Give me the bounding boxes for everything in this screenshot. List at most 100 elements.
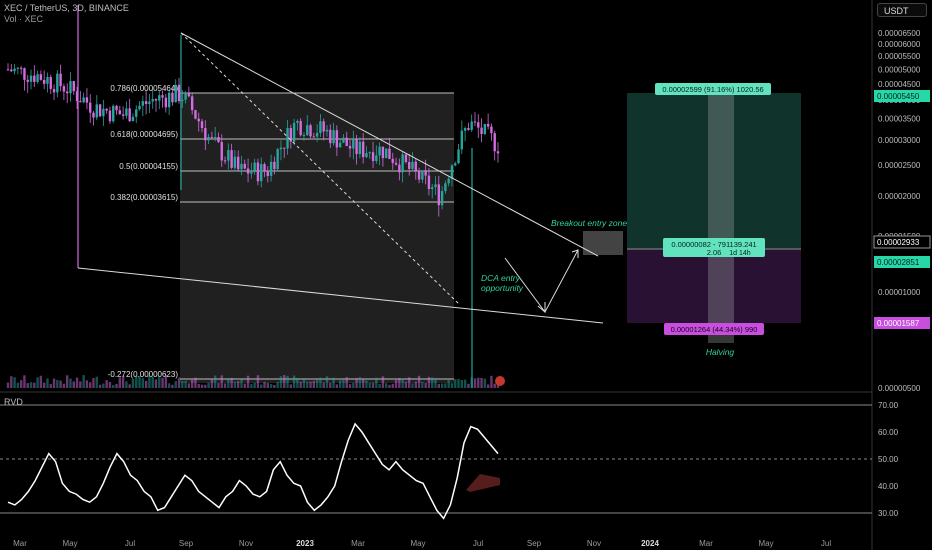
volume-bar [39, 375, 43, 388]
middle-sub: 2.06 [707, 248, 722, 257]
rvd-pane [0, 404, 872, 520]
volume-bar [250, 384, 253, 388]
candle-body [408, 162, 411, 169]
volume-bar [306, 381, 309, 388]
target-tag [655, 83, 771, 95]
volume-bar [292, 375, 296, 388]
candle-body [128, 108, 131, 122]
volume-bar [263, 381, 266, 388]
candle-body [230, 150, 233, 168]
currency-button[interactable]: USDT [877, 3, 927, 17]
volume-bar [200, 384, 204, 388]
candle-body [477, 122, 480, 128]
volume-bar [135, 375, 138, 388]
volume-bar [92, 378, 95, 388]
candle-body [190, 96, 194, 111]
candle-body [276, 149, 279, 170]
candle-body [227, 150, 230, 161]
candle-body [16, 67, 20, 69]
volume-bar [95, 376, 98, 388]
wedge-lower-line [77, 267, 604, 324]
volume-bar [398, 378, 401, 388]
volume-bar [177, 377, 181, 388]
volume-bar [79, 381, 82, 388]
candle-body [115, 105, 118, 111]
arrow-head [571, 249, 579, 258]
volume-bar [338, 380, 342, 388]
volume-bar [434, 379, 437, 388]
candle-body [13, 68, 16, 72]
volume-bar [371, 382, 375, 388]
volume-bar [10, 376, 13, 388]
stop-label: 0.00001264 (44.34%) 990 [671, 325, 758, 334]
volume-bar [148, 375, 151, 388]
volume-bar [404, 381, 408, 388]
price-tick-label: 0.00000500 [878, 384, 921, 393]
candle-body [388, 148, 391, 159]
arrow-head [537, 302, 546, 314]
candle-body [92, 112, 95, 118]
middle-tag [663, 238, 765, 257]
candle-body [253, 162, 256, 173]
volume-bar [6, 382, 10, 388]
volume-bar [273, 384, 276, 388]
candle-body [375, 155, 378, 162]
volume-bar [197, 383, 200, 388]
volume-bar [483, 378, 487, 388]
volume-bar [394, 380, 398, 388]
candle-body [296, 120, 299, 123]
candle-body [102, 108, 105, 117]
candle-body [256, 162, 260, 182]
price-tick-label: 0.00003500 [878, 115, 921, 124]
symbol-title[interactable]: XEC / TetherUS, 3D, BINANCE [4, 3, 129, 13]
volume-bar [33, 382, 36, 388]
price-tag [874, 317, 930, 329]
volume-bar [75, 377, 79, 388]
volume-bar [131, 378, 135, 388]
candle-body [177, 84, 181, 102]
candle-body [342, 137, 345, 143]
candle-body [361, 141, 365, 158]
middle-label: 0.00000082 - 791139.241 [671, 240, 756, 249]
candle-body [213, 137, 217, 139]
volume-bar [121, 375, 125, 388]
volume-bar [437, 383, 441, 388]
volume-bar [256, 375, 260, 388]
volume-bar [283, 375, 286, 388]
candle-body [269, 161, 273, 176]
candle-body [167, 92, 171, 108]
volume-bar [125, 381, 128, 388]
price-tag-label: 0.00005450 [877, 92, 920, 101]
position-tool[interactable]: 0.00002599 (91.16%) 1020.56 0.00000082 - … [583, 83, 801, 343]
candle-body [309, 125, 312, 137]
volume-bar [365, 380, 368, 388]
volume-bar [237, 381, 240, 388]
volume-bar [463, 379, 467, 388]
volume-bar [89, 382, 92, 388]
candle-body [368, 152, 371, 154]
volume-bar [128, 384, 131, 388]
annotation-halving: Halving [706, 347, 735, 357]
loss-zone [627, 249, 801, 323]
volume-bar [102, 383, 105, 388]
candle-body [26, 79, 29, 82]
candle-body [10, 69, 13, 72]
candle-body [378, 146, 381, 156]
candle-body [23, 68, 26, 80]
volume-bar [46, 378, 49, 388]
time-tick-label: Nov [239, 539, 253, 548]
candle-body [299, 120, 302, 136]
candle-body [33, 75, 36, 82]
volume-bar [82, 375, 85, 388]
volume-bar [62, 383, 66, 388]
candle-body [421, 170, 424, 180]
volume-bar [19, 380, 23, 388]
volume-bar [457, 378, 460, 388]
candle-body [473, 121, 477, 123]
volume-bar [227, 377, 230, 388]
candle-body [75, 91, 79, 102]
volume-bar [309, 381, 312, 388]
candle-body [250, 172, 253, 174]
candle-body [371, 152, 375, 162]
